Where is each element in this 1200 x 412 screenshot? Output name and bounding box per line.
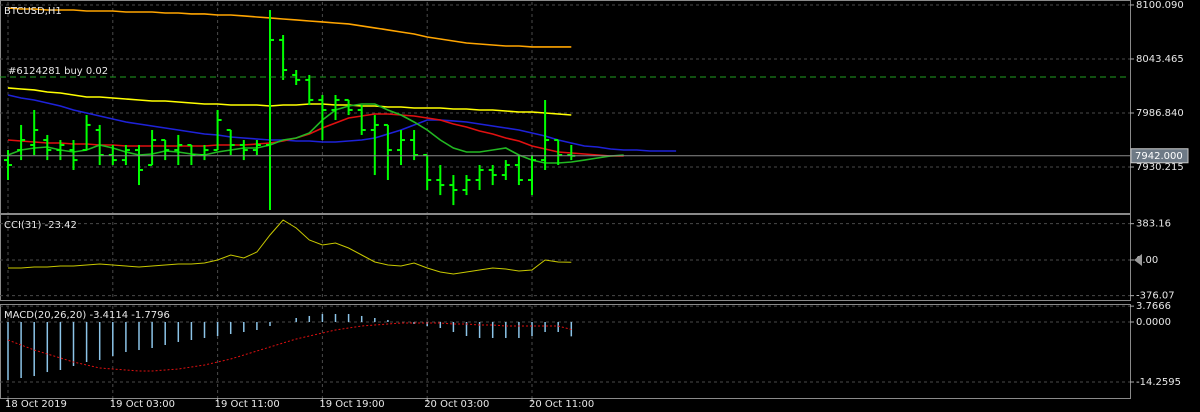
x-tick-label: 20 Oct 11:00: [529, 399, 594, 410]
ma-line: [7, 94, 677, 152]
ma-line: [7, 113, 624, 157]
pane-title: BTCUSD,H1: [4, 6, 62, 17]
pane-frame: [0, 214, 1131, 301]
order-label: #6124281 buy 0.02: [8, 66, 108, 77]
pane-frame: [0, 0, 1131, 214]
y-tick-label: 7930.215: [1136, 162, 1184, 173]
x-tick-label: 19 Oct 19:00: [319, 399, 384, 410]
price-box: [1130, 148, 1189, 164]
y-tick-label: 0.00: [1136, 255, 1158, 266]
y-tick-label: -14.2595: [1136, 377, 1181, 388]
x-tick-label: 19 Oct 03:00: [110, 399, 175, 410]
ma-line: [7, 87, 572, 116]
pane-title: CCI(31) -23.42: [4, 220, 77, 231]
y-tick-label: 8043.465: [1136, 54, 1184, 65]
x-tick-label: 18 Oct 2019: [5, 399, 67, 410]
pane-frame: [0, 304, 1131, 399]
cci-line: [8, 219, 572, 275]
pane-title: MACD(20,26,20) -3.4114 -1.7796: [4, 310, 170, 321]
y-tick-label: -376.07: [1136, 291, 1175, 302]
signal-line: [7, 322, 572, 372]
x-tick-label: 19 Oct 11:00: [215, 399, 280, 410]
zero-marker: [1134, 253, 1142, 266]
y-tick-label: 383.16: [1136, 219, 1171, 230]
y-tick-label: 3.7666: [1136, 301, 1171, 312]
price-label: 7942.000: [1135, 151, 1183, 162]
y-tick-label: 0.0000: [1136, 317, 1171, 328]
ma-line: [7, 7, 572, 48]
x-tick-label: 20 Oct 03:00: [424, 399, 489, 410]
y-tick-label: 8100.090: [1136, 0, 1184, 11]
y-tick-label: 7986.840: [1136, 108, 1184, 119]
